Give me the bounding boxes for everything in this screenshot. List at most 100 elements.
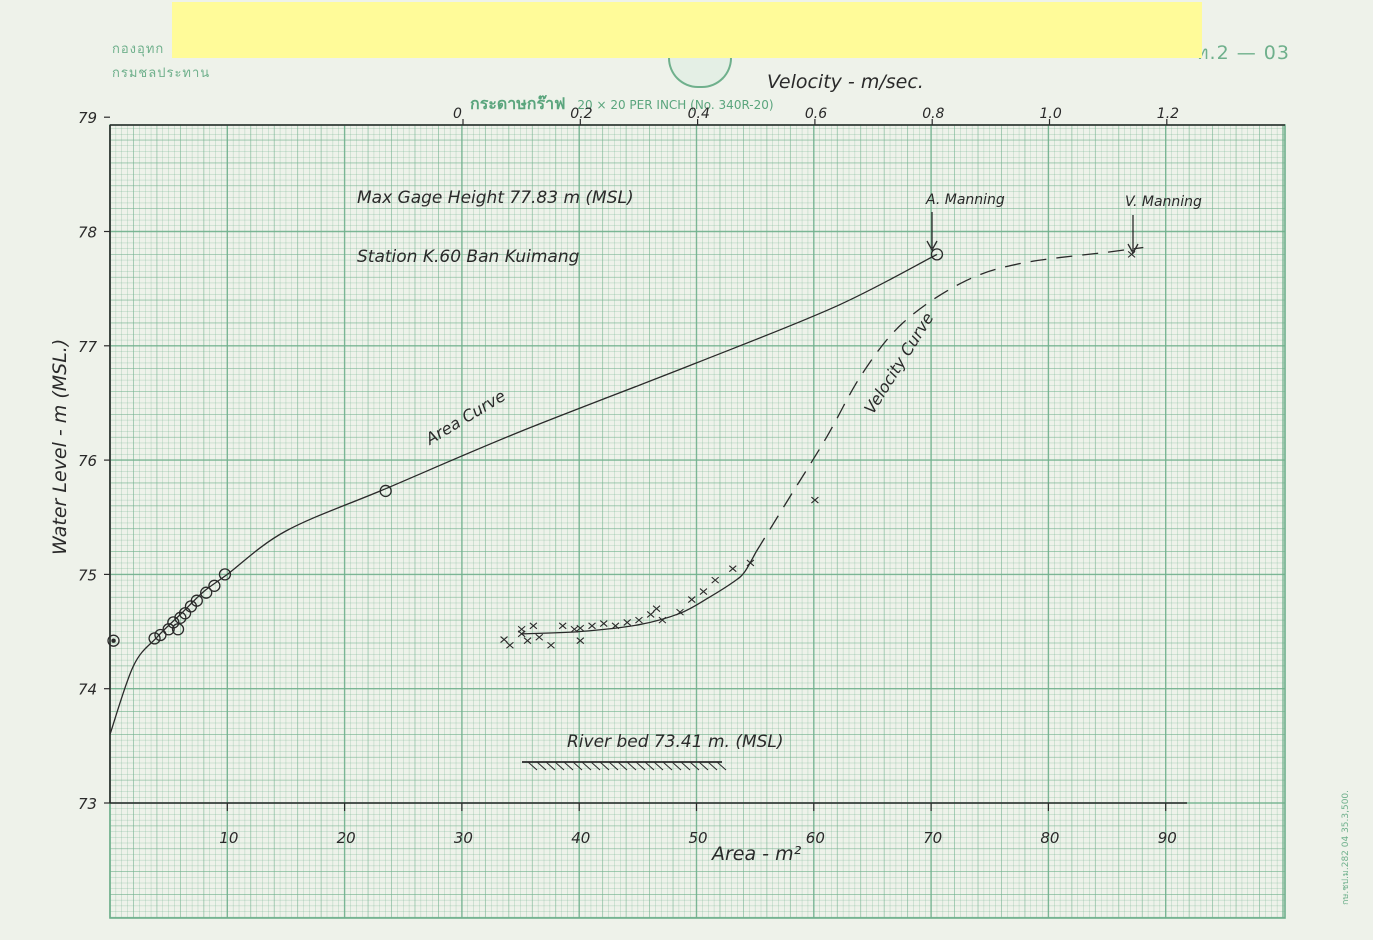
y-tick-label: 74 bbox=[78, 681, 97, 699]
river-bed-hatch-line bbox=[545, 761, 556, 771]
area-observation-point bbox=[930, 248, 944, 261]
paper-name: กระดาษกร๊าฟ bbox=[470, 94, 566, 113]
velocity-observation-point bbox=[599, 620, 608, 627]
area-observation-point bbox=[379, 484, 392, 498]
river-bed-hatch-line bbox=[635, 761, 646, 771]
y-tick-label: 78 bbox=[78, 224, 97, 242]
velocity-observation-point bbox=[646, 610, 655, 618]
x2-tick-label: 0.6 bbox=[805, 106, 827, 122]
note-river-bed: River bed 73.41 m. (MSL) bbox=[567, 732, 784, 752]
note-max-gage: Max Gage Height 77.83 m (MSL) bbox=[357, 188, 634, 208]
river-bed-hatch-line bbox=[707, 761, 718, 771]
velocity-curve-extrapolated-line bbox=[755, 246, 1144, 552]
velocity-observation-point bbox=[500, 636, 508, 643]
velocity-observation-point bbox=[547, 641, 555, 649]
velocity-observation-point bbox=[728, 565, 737, 573]
river-bed-hatch-line bbox=[716, 761, 727, 771]
y-tick-label: 77 bbox=[78, 338, 98, 356]
river-bed-hatch-line bbox=[698, 761, 709, 771]
x-tick-label: 50 bbox=[689, 829, 708, 847]
velocity-observation-point bbox=[611, 622, 620, 630]
river-bed-hatch-line bbox=[662, 761, 673, 771]
velocity-observation-point bbox=[746, 559, 755, 567]
velocity-observation-point bbox=[635, 616, 643, 624]
velocity-observation-point bbox=[623, 618, 632, 626]
x2-tick-label: 1.0 bbox=[1040, 106, 1062, 122]
v-manning-arrow bbox=[1127, 215, 1139, 255]
area-observation-point bbox=[208, 579, 221, 592]
river-bed-hatch-line bbox=[563, 761, 574, 771]
river-bed-hatch-line bbox=[599, 761, 610, 771]
river-bed-hatch-line bbox=[680, 761, 691, 771]
velocity-observation-point bbox=[652, 605, 661, 613]
a-manning-label: A. Manning bbox=[925, 192, 1005, 208]
velocity-observation-point bbox=[506, 641, 514, 649]
river-bed-hatch-line bbox=[671, 761, 682, 771]
x-tick-label: 30 bbox=[454, 829, 473, 847]
velocity-observation-point bbox=[576, 637, 585, 645]
velocity-observation-point bbox=[811, 496, 819, 504]
river-bed-hatch-line bbox=[527, 761, 538, 771]
area-observation-point bbox=[107, 634, 120, 647]
velocity-observation-point bbox=[570, 625, 579, 633]
grid bbox=[109, 124, 1286, 919]
river-bed-hatch-line bbox=[644, 761, 655, 771]
velocity-observation-point bbox=[523, 637, 532, 645]
paper-spec: 20 × 20 PER INCH (No. 340R-20) bbox=[577, 98, 774, 112]
velocity-observation-point bbox=[687, 596, 696, 603]
series bbox=[107, 246, 1144, 735]
river-bed-hatch bbox=[522, 761, 727, 771]
velocity-observation-point bbox=[517, 625, 526, 633]
org-line-1: กองอุทก bbox=[112, 42, 165, 57]
y-axis-label: Water Level - m (MSL.) bbox=[49, 339, 71, 555]
x2-tick-label: 0.4 bbox=[688, 106, 710, 122]
axes: 10 20 30 40 50 60 70 80 90 0 0.2 0.4 0.6 0.8 1.0 1.2 73 7… bbox=[78, 106, 1285, 847]
area-observation-point bbox=[218, 568, 232, 581]
velocity-observation-point bbox=[535, 633, 544, 641]
note-station: Station K.60 Ban Kuimang bbox=[357, 247, 580, 267]
velocity-observation-point bbox=[699, 588, 708, 595]
area-observation-point bbox=[200, 586, 213, 599]
redaction-block bbox=[172, 2, 1202, 58]
x-tick-label: 60 bbox=[806, 829, 825, 847]
area-observation-point bbox=[174, 611, 187, 624]
velocity-curve-line bbox=[521, 551, 757, 635]
org-line-2: กรมชลประทาน bbox=[112, 66, 211, 81]
y-tick-label: 76 bbox=[78, 452, 97, 470]
x2-tick-label: 0 bbox=[453, 106, 462, 122]
river-bed-hatch-line bbox=[590, 761, 601, 771]
y-tick-label: 73 bbox=[78, 795, 97, 813]
x-tick-label: 20 bbox=[337, 829, 356, 847]
form-number: ท.2 — 03 bbox=[1196, 42, 1290, 64]
x-tick-label: 80 bbox=[1040, 829, 1059, 847]
x-tick-label: 90 bbox=[1158, 829, 1177, 847]
area-observation-point bbox=[154, 628, 167, 642]
river-bed-hatch-line bbox=[536, 761, 547, 771]
x-tick-label: 40 bbox=[571, 829, 590, 847]
velocity-observation-point bbox=[576, 624, 585, 632]
area-observation-dot bbox=[111, 638, 116, 643]
river-bed-hatch-line bbox=[617, 761, 628, 771]
river-bed-hatch-line bbox=[581, 761, 592, 771]
x2-tick-label: 1.2 bbox=[1157, 106, 1179, 122]
v-manning-label: V. Manning bbox=[1125, 194, 1202, 210]
x-axis-label: Area - m² bbox=[710, 843, 802, 865]
velocity-observation-point bbox=[588, 622, 596, 630]
velocity-observation-point bbox=[529, 622, 538, 630]
a-manning-arrow bbox=[926, 212, 938, 252]
river-bed-hatch-line bbox=[572, 761, 583, 771]
velocity-observation-point bbox=[558, 622, 567, 630]
river-bed-hatch-line bbox=[653, 761, 664, 771]
river-bed-hatch-line bbox=[608, 761, 619, 771]
area-observation-point bbox=[190, 594, 203, 607]
x-tick-label: 70 bbox=[923, 829, 942, 847]
x2-tick-label: 0.2 bbox=[570, 106, 592, 122]
paper-label: กระดาษกร๊าฟ 20 × 20 PER INCH (No. 340R-20… bbox=[470, 92, 774, 117]
y-tick-label: 79 bbox=[78, 109, 97, 127]
velocity-observation-point bbox=[711, 576, 720, 584]
velocity-observation-point bbox=[676, 608, 684, 616]
velocity-observation-point bbox=[658, 616, 667, 624]
river-bed-hatch-line bbox=[626, 761, 637, 771]
